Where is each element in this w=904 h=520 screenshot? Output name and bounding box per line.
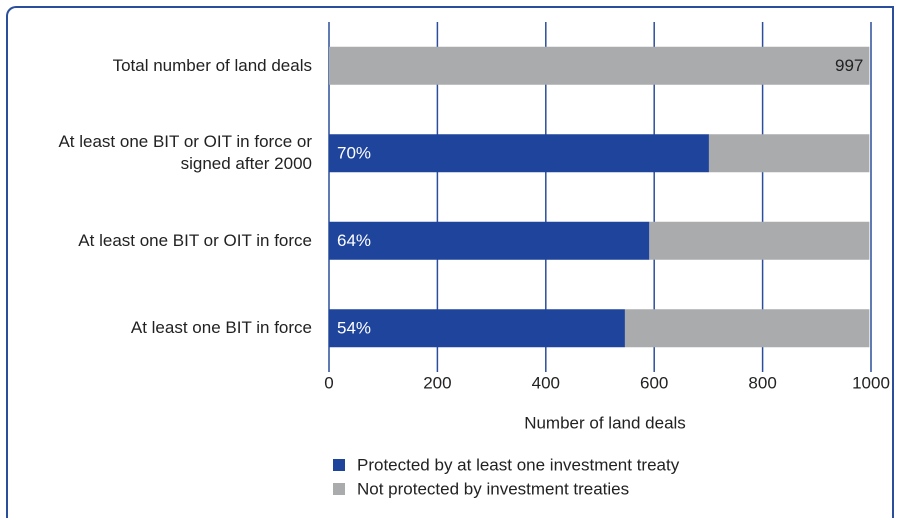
x-tick-label: 800 xyxy=(748,373,776,392)
legend-label: Protected by at least one investment tre… xyxy=(357,455,680,474)
x-tick-label: 0 xyxy=(324,373,333,392)
bar-segment xyxy=(329,221,650,260)
bar-segment xyxy=(649,221,870,260)
x-tick-label: 600 xyxy=(640,373,668,392)
data-label: 70% xyxy=(337,144,371,163)
legend-swatch xyxy=(333,483,345,495)
x-tick-label: 1000 xyxy=(852,373,890,392)
legend-swatch xyxy=(333,459,345,471)
data-label: 54% xyxy=(337,319,371,338)
x-axis-title: Number of land deals xyxy=(524,413,686,432)
bar-segment xyxy=(329,309,625,348)
x-tick-label: 200 xyxy=(423,373,451,392)
bar-segment xyxy=(329,134,709,173)
bar-segment xyxy=(708,134,870,173)
y-tick-label: At least one BIT in force xyxy=(130,318,312,338)
frame xyxy=(6,6,894,518)
bar-segment xyxy=(624,309,870,348)
bar-segment xyxy=(329,46,870,85)
y-tick-label: Total number of land deals xyxy=(112,55,312,75)
y-tick-label: At least one BIT or OIT in force xyxy=(78,230,312,250)
x-tick-label: 400 xyxy=(532,373,560,392)
y-tick-label: At least one BIT or OIT in force or sign… xyxy=(58,132,312,174)
legend-label: Not protected by investment treaties xyxy=(357,479,629,498)
data-label: 997 xyxy=(835,56,863,75)
data-label: 64% xyxy=(337,231,371,250)
